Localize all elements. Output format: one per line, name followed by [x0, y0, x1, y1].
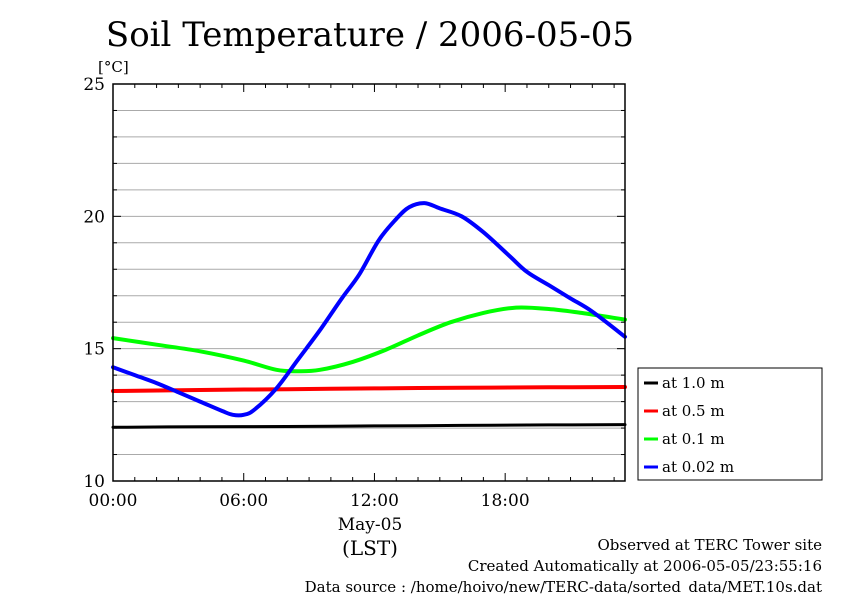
footer-source: Data source : /home/hoivo/new/TERC-data/… — [305, 578, 822, 595]
y-tick-label: 25 — [83, 75, 105, 95]
legend-label: at 0.1 m — [662, 430, 725, 448]
legend-label: at 0.5 m — [662, 402, 725, 420]
x-axis-date-label: May-05 — [338, 515, 403, 535]
legend-label: at 0.02 m — [662, 458, 734, 476]
footer-created: Created Automatically at 2006-05-05/23:5… — [468, 557, 822, 575]
x-tick-label: 12:00 — [350, 491, 399, 511]
footer-observed: Observed at TERC Tower site — [597, 536, 822, 554]
y-tick-label: 20 — [83, 207, 105, 227]
series-line — [111, 423, 627, 429]
series-line — [111, 305, 627, 374]
x-tick-label: 06:00 — [219, 491, 268, 511]
y-axis-unit: [°C] — [98, 58, 129, 76]
legend: at 1.0 m at 0.5 m at 0.1 m at 0.02 m — [637, 367, 823, 481]
legend-label: at 1.0 m — [662, 374, 725, 392]
grid-lines — [113, 109, 625, 456]
x-axis-label: (LST) — [342, 536, 398, 560]
series-line — [111, 201, 627, 418]
series-lines — [111, 201, 627, 429]
y-tick-label: 15 — [83, 340, 105, 360]
plot-frame — [112, 83, 626, 482]
y-tick-label: 10 — [83, 472, 105, 492]
axis-ticks: 10 15 20 25 00:00 06:00 12:00 18:00 — [83, 75, 625, 511]
chart-title: Soil Temperature / 2006-05-05 — [106, 15, 634, 55]
x-tick-label: 00:00 — [89, 491, 138, 511]
series-line — [111, 385, 627, 393]
legend-box — [637, 367, 823, 481]
x-tick-label: 18:00 — [481, 491, 530, 511]
